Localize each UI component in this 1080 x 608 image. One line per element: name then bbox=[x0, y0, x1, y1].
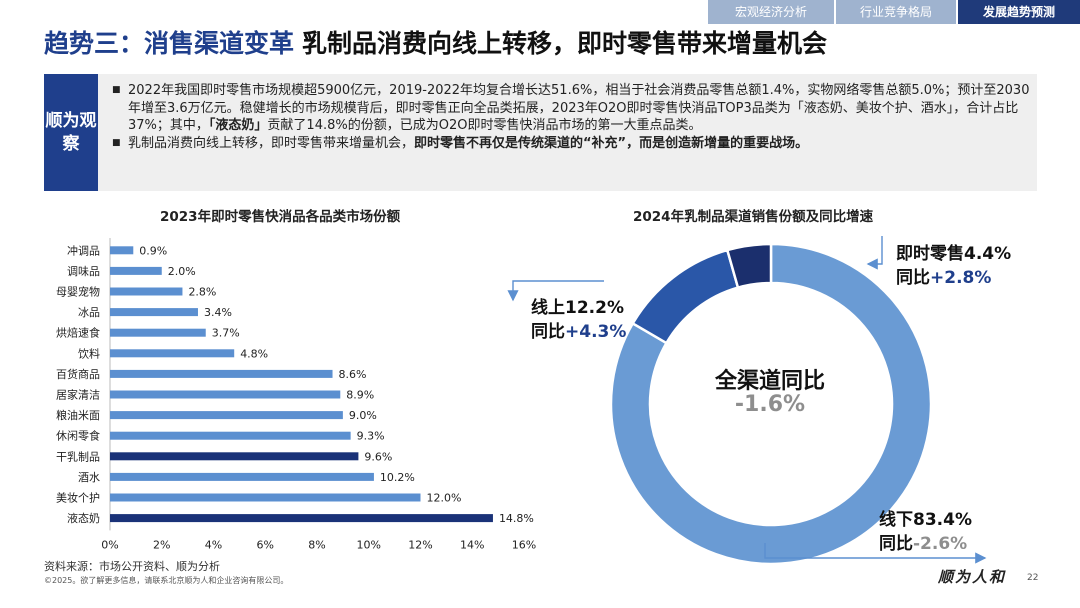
bar-4 bbox=[110, 328, 206, 337]
bar-3 bbox=[110, 308, 198, 317]
donut-chart-title: 2024年乳制品渠道销售份额及同比增速 bbox=[633, 209, 874, 225]
category-label: 冲调品 bbox=[67, 243, 100, 257]
value-label: 2.8% bbox=[188, 286, 216, 299]
x-tick-label: 6% bbox=[257, 538, 274, 551]
observation-text: 2022年我国即时零售市场规模超5900亿元，2019-2022年均复合增长达5… bbox=[112, 82, 1030, 152]
category-label: 居家清洁 bbox=[56, 388, 100, 402]
title-rest: 乳制品消费向线上转移，即时零售带来增量机会 bbox=[302, 29, 828, 58]
value-label: 8.6% bbox=[339, 368, 367, 381]
value-label: 9.6% bbox=[364, 450, 392, 463]
value-label: 9.3% bbox=[357, 430, 385, 443]
donut-center-value: -1.6% bbox=[734, 392, 806, 417]
x-tick-label: 0% bbox=[101, 538, 118, 551]
top-nav: 宏观经济分析 行业竞争格局 发展趋势预测 bbox=[706, 0, 1080, 24]
value-label: 3.7% bbox=[212, 327, 240, 340]
company-logo: 顺为人和 bbox=[938, 568, 1007, 586]
x-tick-label: 10% bbox=[357, 538, 381, 551]
page-number: 22 bbox=[1027, 573, 1039, 583]
bar-12 bbox=[110, 493, 421, 502]
category-label: 调味品 bbox=[67, 265, 100, 278]
leader-line-0 bbox=[866, 236, 883, 270]
category-label: 粮油米面 bbox=[56, 408, 100, 422]
online-share: 线上12.2% bbox=[531, 298, 624, 318]
x-tick-label: 8% bbox=[308, 538, 325, 551]
bar-1 bbox=[110, 266, 162, 275]
value-label: 14.8% bbox=[499, 512, 534, 525]
category-label: 液态奶 bbox=[67, 511, 100, 525]
donut-center-title: 全渠道同比 bbox=[714, 369, 825, 394]
label-offline: 线下83.4% 同比-2.6% bbox=[879, 508, 972, 556]
category-label: 冰品 bbox=[78, 306, 100, 319]
donut-slice-2 bbox=[725, 242, 773, 290]
obs-p2-text-a: 乳制品消费向线上转移，即时零售带来增量机会， bbox=[128, 135, 415, 151]
observation-paragraph-2: 乳制品消费向线上转移，即时零售带来增量机会，即时零售不再仅是传统渠道的“补充”，… bbox=[112, 135, 1030, 153]
instant-retail-yoy-prefix: 同比 bbox=[896, 268, 930, 288]
category-label: 酒水 bbox=[78, 471, 100, 484]
category-label: 母婴宠物 bbox=[56, 285, 100, 299]
offline-yoy-prefix: 同比 bbox=[879, 534, 913, 554]
category-label: 饮料 bbox=[78, 346, 100, 360]
tab-trend-forecast[interactable]: 发展趋势预测 bbox=[958, 0, 1080, 24]
bar-6 bbox=[110, 369, 333, 378]
source-note: 资料来源：市场公开资料、顺为分析 bbox=[44, 560, 220, 573]
bar-0 bbox=[110, 246, 134, 255]
x-tick-label: 4% bbox=[205, 538, 222, 551]
value-label: 2.0% bbox=[168, 265, 196, 278]
value-label: 0.9% bbox=[139, 244, 167, 257]
instant-retail-share: 即时零售4.4% bbox=[896, 244, 1012, 264]
donut-slice-1 bbox=[631, 248, 740, 345]
category-label: 干乳制品 bbox=[56, 450, 100, 463]
label-online: 线上12.2% 同比+4.3% bbox=[531, 296, 626, 344]
bar-8 bbox=[110, 411, 343, 420]
value-label: 8.9% bbox=[346, 389, 374, 402]
bar-chart-title: 2023年即时零售快消品各品类市场份额 bbox=[160, 209, 401, 225]
obs-p1-text-a: 2022年我国即时零售市场规模超5900亿元，2019-2022年均复合增长达5… bbox=[128, 83, 1030, 134]
online-yoy-prefix: 同比 bbox=[531, 322, 565, 342]
obs-p1-text-c: 贡献了14.8%的份额，已成为O2O即时零售快消品市场的第一大重点品类。 bbox=[267, 118, 702, 134]
category-label: 美妆个护 bbox=[56, 491, 100, 505]
offline-share: 线下83.4% bbox=[879, 510, 972, 530]
bar-2 bbox=[110, 287, 183, 296]
observation-box: 顺为观察 2022年我国即时零售市场规模超5900亿元，2019-2022年均复… bbox=[44, 74, 1037, 191]
instant-retail-yoy: +2.8% bbox=[930, 268, 992, 288]
bar-chart: 冲调品 0.9% 调味品 2.0% 母婴宠物 2.8% 冰品 3.4% 烘焙速食 3.7% 饮料 4.… bbox=[56, 238, 536, 551]
bar-11 bbox=[110, 472, 374, 481]
category-label: 百货商品 bbox=[56, 367, 100, 381]
offline-yoy: -2.6% bbox=[913, 534, 968, 554]
copyright-note: ©2025。欲了解更多信息，请联系北京顺为人和企业咨询有限公司。 bbox=[44, 576, 289, 585]
label-instant-retail: 即时零售4.4% 同比+2.8% bbox=[896, 242, 1011, 290]
value-label: 4.8% bbox=[240, 347, 268, 360]
page-title: 趋势三：消售渠道变革 乳制品消费向线上转移，即时零售带来增量机会 bbox=[44, 24, 827, 60]
value-label: 3.4% bbox=[204, 306, 232, 319]
tab-macro-economy[interactable]: 宏观经济分析 bbox=[708, 0, 834, 24]
bar-7 bbox=[110, 390, 341, 399]
tab-industry-competition[interactable]: 行业竞争格局 bbox=[836, 0, 956, 24]
obs-p1-bold: 「液态奶」 bbox=[208, 118, 268, 134]
x-tick-label: 12% bbox=[408, 538, 432, 551]
bar-13 bbox=[110, 514, 493, 523]
value-label: 12.0% bbox=[427, 492, 462, 505]
value-label: 9.0% bbox=[349, 409, 377, 422]
category-label: 休闲零食 bbox=[56, 429, 100, 443]
category-label: 烘焙速食 bbox=[56, 326, 100, 340]
x-tick-label: 16% bbox=[512, 538, 536, 551]
obs-p2-bold: 即时零售不再仅是传统渠道的“补充”，而是创造新增量的重要战场。 bbox=[414, 135, 809, 151]
bar-10 bbox=[110, 452, 359, 461]
value-label: 10.2% bbox=[380, 471, 415, 484]
x-tick-label: 2% bbox=[153, 538, 170, 551]
title-highlight: 趋势三：消售渠道变革 bbox=[44, 29, 295, 58]
observation-paragraph-1: 2022年我国即时零售市场规模超5900亿元，2019-2022年均复合增长达5… bbox=[112, 82, 1030, 135]
bar-9 bbox=[110, 431, 351, 440]
bar-5 bbox=[110, 349, 235, 358]
x-tick-label: 14% bbox=[460, 538, 484, 551]
online-yoy: +4.3% bbox=[565, 322, 627, 342]
observation-label: 顺为观察 bbox=[44, 74, 98, 191]
